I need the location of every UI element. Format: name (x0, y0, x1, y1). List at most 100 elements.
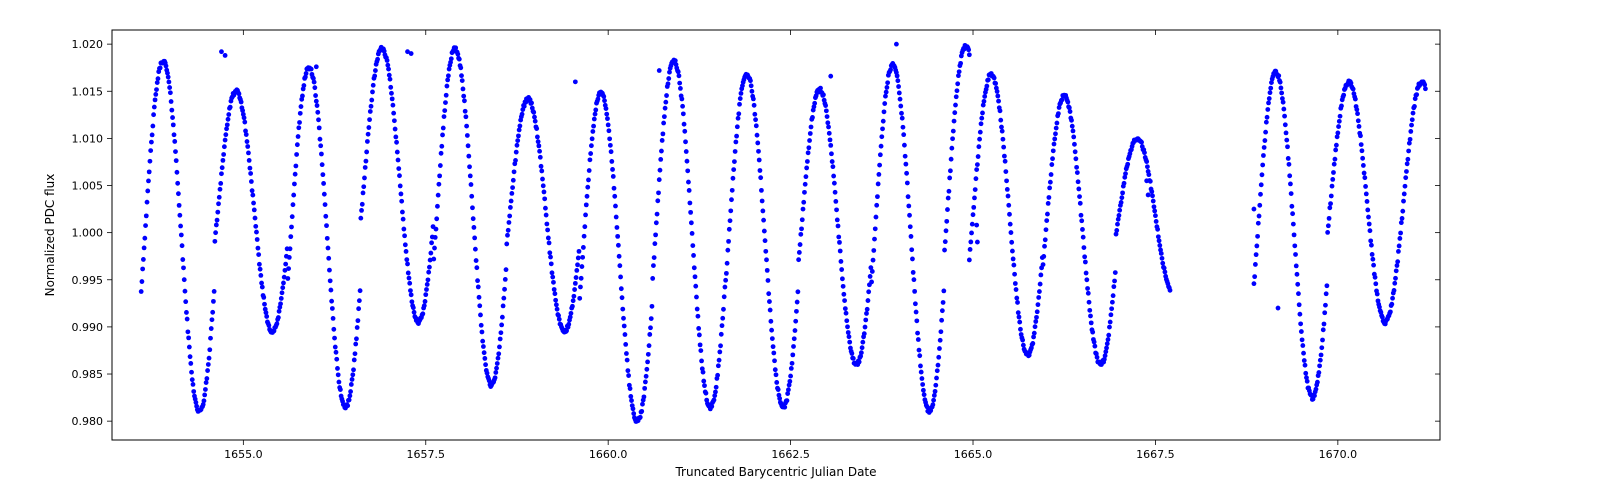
data-point (752, 103, 757, 108)
data-point (355, 325, 360, 330)
data-point (801, 200, 806, 205)
data-point (1337, 119, 1342, 124)
data-point (1409, 123, 1414, 128)
data-point (177, 203, 182, 208)
data-point (662, 114, 667, 119)
data-point (246, 151, 251, 156)
data-point (314, 64, 319, 69)
data-point (948, 168, 953, 173)
data-point (545, 228, 550, 233)
data-point (733, 149, 738, 154)
data-point (786, 387, 791, 392)
data-point (326, 256, 331, 261)
data-point (1405, 157, 1410, 162)
data-point (1113, 270, 1118, 275)
data-point (166, 75, 171, 80)
data-point (497, 345, 502, 350)
data-point (1368, 238, 1373, 243)
data-point (593, 112, 598, 117)
data-point (913, 301, 918, 306)
data-point (829, 151, 834, 156)
data-point (941, 300, 946, 305)
data-point (805, 159, 810, 164)
data-point (938, 338, 943, 343)
data-point (790, 361, 795, 366)
data-point (481, 344, 486, 349)
data-point (1082, 245, 1087, 250)
data-point (713, 390, 718, 395)
data-point (566, 322, 571, 327)
data-point (431, 257, 436, 262)
data-point (954, 94, 959, 99)
data-point (442, 114, 447, 119)
data-point (1284, 138, 1289, 143)
data-point (849, 351, 854, 356)
data-point (1006, 194, 1011, 199)
data-point (185, 329, 190, 334)
data-point (345, 403, 350, 408)
data-point (543, 206, 548, 211)
data-point (1120, 190, 1125, 195)
data-point (1008, 222, 1013, 227)
data-point (1325, 230, 1330, 235)
data-point (1405, 161, 1410, 166)
data-point (657, 177, 662, 182)
data-point (1092, 344, 1097, 349)
data-point (361, 190, 366, 195)
data-point (1051, 148, 1056, 153)
data-point (845, 324, 850, 329)
data-point (1285, 144, 1290, 149)
data-point (717, 358, 722, 363)
data-point (1144, 178, 1149, 183)
data-point (259, 281, 264, 286)
data-point (806, 150, 811, 155)
data-point (935, 368, 940, 373)
data-point (516, 133, 521, 138)
data-point (544, 222, 549, 227)
data-point (628, 386, 633, 391)
data-point (1367, 222, 1372, 227)
data-point (570, 304, 575, 309)
data-point (554, 302, 559, 307)
data-point (1086, 291, 1091, 296)
data-point (1079, 213, 1084, 218)
data-point (650, 304, 655, 309)
data-point (1291, 222, 1296, 227)
data-point (982, 99, 987, 104)
data-point (685, 159, 690, 164)
data-point (256, 246, 261, 251)
data-point (1052, 142, 1057, 147)
data-point (363, 165, 368, 170)
data-point (801, 207, 806, 212)
data-point (141, 257, 146, 262)
data-point (474, 265, 479, 270)
data-point (726, 239, 731, 244)
data-point (590, 136, 595, 141)
data-point (876, 182, 881, 187)
data-point (147, 169, 152, 174)
data-point (350, 372, 355, 377)
data-point (182, 277, 187, 282)
data-point (1088, 314, 1093, 319)
data-point (221, 152, 226, 157)
data-point (794, 309, 799, 314)
data-point (737, 102, 742, 107)
data-point (396, 166, 401, 171)
data-point (1403, 175, 1408, 180)
data-point (506, 228, 511, 233)
data-point (1076, 187, 1081, 192)
data-point (1392, 281, 1397, 286)
data-point (1054, 126, 1059, 131)
data-point (1325, 283, 1330, 288)
data-point (435, 204, 440, 209)
data-point (725, 261, 730, 266)
data-point (244, 132, 249, 137)
data-point (756, 149, 761, 154)
y-tick-label: 0.980 (72, 415, 104, 428)
data-point (677, 73, 682, 78)
x-axis-label: Truncated Barycentric Julian Date (674, 465, 876, 479)
data-point (438, 163, 443, 168)
data-point (471, 216, 476, 221)
data-point (1011, 257, 1016, 262)
data-point (335, 366, 340, 371)
